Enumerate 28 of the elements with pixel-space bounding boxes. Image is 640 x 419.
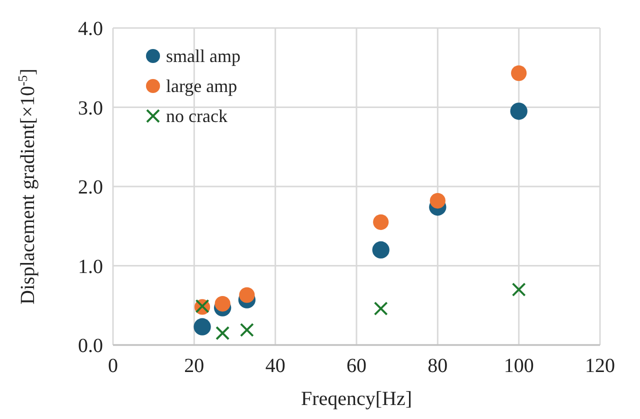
- point: [214, 296, 230, 312]
- y-tick-label: 0.0: [78, 335, 103, 357]
- point: [373, 214, 389, 230]
- y-tick-label: 4.0: [78, 18, 103, 40]
- legend-label: large amp: [166, 76, 238, 96]
- point: [240, 322, 254, 337]
- x-tick-label: 60: [346, 355, 366, 377]
- point: [510, 102, 528, 120]
- point: [430, 192, 446, 209]
- y-tick-label: 2.0: [78, 176, 103, 198]
- x-tick-label: 40: [265, 355, 286, 377]
- x-axis-title: Freqency[Hz]: [300, 388, 412, 410]
- point: [372, 241, 390, 258]
- y-tick-label: 3.0: [78, 97, 103, 120]
- x-tick-label: 100: [504, 355, 534, 377]
- x-tick-label: 0: [108, 355, 118, 377]
- point: [216, 326, 230, 340]
- point: [374, 302, 388, 316]
- point: [194, 318, 211, 336]
- point: [511, 65, 527, 81]
- point: [512, 282, 526, 297]
- y-tick-label: 1.0: [78, 256, 103, 278]
- legend-label: small amp: [166, 46, 240, 66]
- legend-label: no crack: [166, 106, 228, 126]
- point: [239, 287, 255, 303]
- x-tick-label: 20: [184, 355, 204, 377]
- x-tick-label: 80: [428, 355, 448, 377]
- x-tick-label: 120: [585, 355, 615, 377]
